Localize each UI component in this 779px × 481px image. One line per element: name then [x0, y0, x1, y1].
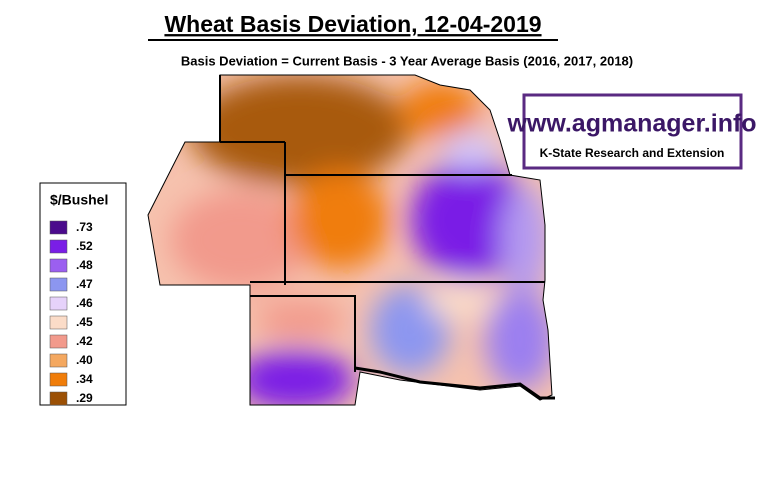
legend-swatch	[49, 391, 68, 406]
legend-label: .40	[76, 353, 93, 367]
legend-swatch	[49, 353, 68, 368]
legend-label: .34	[76, 372, 93, 386]
legend-swatch	[49, 277, 68, 292]
legend-swatch	[49, 334, 68, 349]
legend-swatch	[49, 239, 68, 254]
logo-url: www.agmanager.info	[506, 110, 756, 138]
basis-surface	[148, 75, 552, 405]
legend-label: .73	[76, 220, 93, 234]
map-title: Wheat Basis Deviation, 12-04-2019	[164, 11, 541, 37]
legend-label: .45	[76, 315, 93, 329]
legend-swatch	[49, 296, 68, 311]
legend-label: .52	[76, 239, 93, 253]
red-river	[354, 366, 555, 400]
legend-label: .47	[76, 277, 93, 291]
map-subtitle: Basis Deviation = Current Basis - 3 Year…	[181, 53, 633, 68]
legend-label: .48	[76, 258, 93, 272]
legend-label: .29	[76, 391, 93, 405]
legend-label: .46	[76, 296, 93, 310]
legend: $/Bushel .73 .52 .48 .47 .46 .45 .42 .40 .34 .29	[39, 182, 127, 406]
border	[250, 295, 356, 372]
region-outline	[147, 74, 553, 406]
legend-title: $/Bushel	[50, 192, 108, 208]
legend-box	[39, 182, 127, 406]
logo-box	[522, 93, 743, 170]
legend-swatch	[49, 315, 68, 330]
legend-swatch	[49, 258, 68, 273]
state-borders	[147, 74, 555, 406]
legend-swatch	[49, 220, 68, 235]
legend-swatch	[49, 372, 68, 387]
logo-org: K-State Research and Extension	[540, 146, 725, 160]
legend-label: .42	[76, 334, 93, 348]
